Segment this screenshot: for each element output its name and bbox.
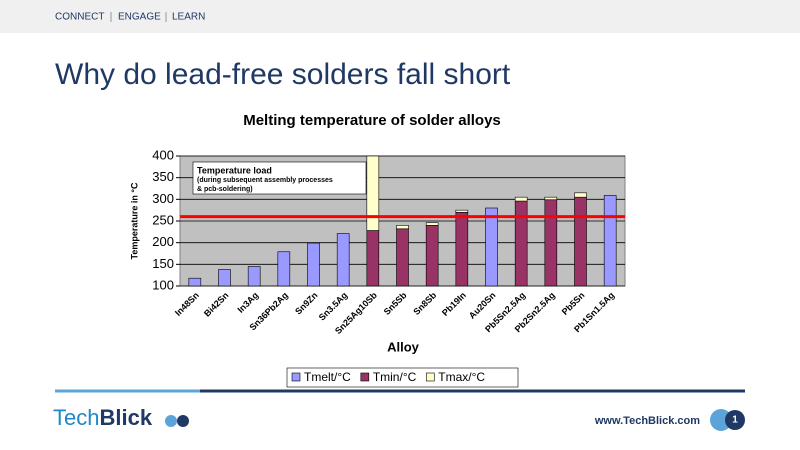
website[interactable]: www.TechBlick.com	[594, 415, 700, 427]
chart-title: Melting temperature of solder alloys	[243, 112, 501, 129]
annotation: Temperature load	[197, 165, 272, 175]
bar-segment	[425, 225, 439, 287]
bar-segment	[336, 233, 350, 287]
logo: TechBlick	[53, 405, 153, 430]
logo-part: Tech	[53, 405, 99, 430]
bar-segment	[425, 222, 439, 226]
legend-label: Tmelt/°C	[304, 370, 351, 384]
bar-segment	[455, 212, 469, 287]
annotation-box	[192, 161, 367, 195]
y-tick-label: 350	[152, 169, 174, 184]
legend-label: Tmin/°C	[373, 370, 417, 384]
bar-segment	[544, 199, 558, 287]
bar-segment	[603, 195, 617, 287]
legend-swatch	[425, 372, 435, 382]
bar-segment	[188, 277, 202, 287]
x-tick-label: Pb19In	[440, 290, 468, 318]
y-axis-label: Temperature in °C	[129, 182, 139, 259]
logo-dot	[177, 415, 189, 427]
x-tick-label: Sn5Sb	[382, 290, 409, 317]
y-tick-label: 150	[152, 256, 174, 271]
x-tick-label: Pb5Sn	[560, 290, 587, 317]
page-badge	[710, 409, 732, 431]
bar-segment	[455, 209, 469, 213]
bar-segment	[218, 269, 231, 287]
page-number: 1	[732, 415, 738, 426]
y-tick-label: 100	[152, 277, 174, 292]
bar-segment	[366, 155, 380, 231]
bar-segment	[396, 228, 409, 287]
x-tick-label: Bi42Sn	[202, 290, 231, 319]
bar-segment	[247, 266, 261, 287]
bar-segment	[574, 196, 587, 287]
logo-part: Blick	[99, 405, 152, 430]
bar-segment	[396, 225, 409, 230]
logo-dot	[165, 415, 177, 427]
slide-title: Why do lead-free solders fall short	[55, 58, 511, 91]
y-tick-label: 300	[152, 191, 174, 206]
nav-item[interactable]: CONNECT	[55, 12, 104, 23]
legend-label: Tmax/°C	[438, 370, 485, 384]
bar-segment	[366, 230, 380, 287]
y-tick-label: 400	[152, 147, 174, 162]
legend-box	[286, 367, 519, 388]
bar-segment	[307, 242, 320, 287]
x-tick-label: Sn8Sb	[411, 290, 438, 317]
x-tick-label: In48Sn	[173, 290, 201, 318]
header-bar	[0, 0, 800, 33]
bar-segment	[277, 251, 291, 287]
x-tick-label: In3Ag	[236, 290, 261, 315]
page-badge	[725, 410, 745, 430]
x-tick-label: Sn9Zn	[293, 290, 320, 317]
bar-segment	[544, 196, 558, 201]
bar-segment	[485, 207, 498, 287]
legend-swatch	[360, 372, 370, 382]
legend-swatch	[291, 372, 301, 382]
bar-segment	[514, 196, 528, 202]
y-tick-label: 200	[152, 234, 174, 249]
y-tick-label: 250	[152, 212, 174, 227]
nav-item[interactable]: LEARN	[172, 12, 205, 23]
bar-segment	[574, 192, 587, 198]
annotation: & pcb-soldering)	[197, 186, 253, 193]
bar-segment	[514, 200, 528, 287]
x-axis-label: Alloy	[387, 339, 420, 354]
annotation: (during subsequent assembly processes	[197, 177, 333, 184]
nav-item[interactable]: ENGAGE	[118, 12, 161, 23]
